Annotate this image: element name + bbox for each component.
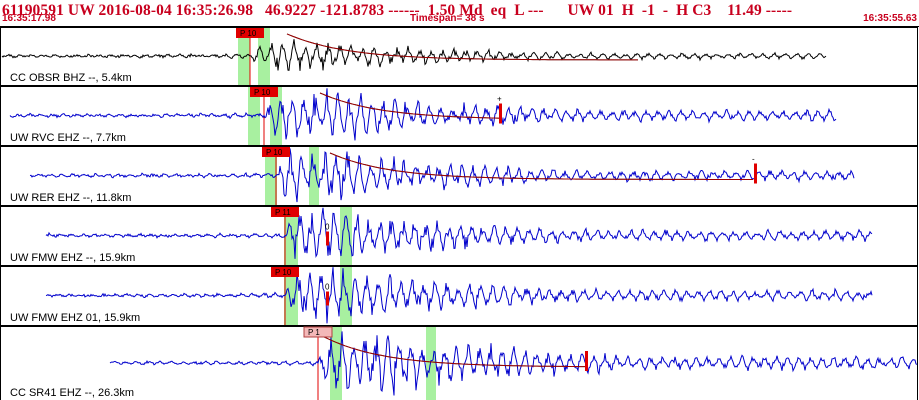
analysis-window bbox=[309, 147, 319, 205]
trace-panel[interactable] bbox=[0, 206, 918, 266]
analysis-window bbox=[270, 87, 282, 145]
pick-flag-label: P 10 bbox=[266, 148, 283, 157]
coda-fit-curve bbox=[317, 333, 585, 368]
pick-flag[interactable] bbox=[271, 207, 299, 217]
analysis-window bbox=[284, 267, 298, 325]
pick-flag[interactable] bbox=[303, 326, 333, 338]
station-label: UW RVC EHZ --, 7.7km bbox=[10, 132, 126, 144]
pick-flag-label: P 10 bbox=[275, 268, 292, 277]
coda-end-marker[interactable] bbox=[585, 351, 588, 371]
coda-sign: + bbox=[497, 95, 502, 104]
pick-flag[interactable] bbox=[236, 28, 264, 38]
coda-fit-curve bbox=[329, 152, 753, 180]
analysis-window bbox=[340, 207, 352, 265]
waveform-trace bbox=[1, 39, 827, 71]
waveform-trace bbox=[45, 267, 873, 324]
coda-end-marker[interactable] bbox=[499, 103, 502, 124]
amplitude-label: 0 bbox=[325, 223, 330, 232]
coda-end-marker[interactable] bbox=[754, 163, 757, 184]
waveform-trace bbox=[45, 207, 873, 259]
event-header: 61190591 UW 2016-08-04 16:35:26.98 46.92… bbox=[0, 0, 919, 27]
start-time: 16:35:17.98 bbox=[2, 13, 56, 24]
pick-flag[interactable] bbox=[262, 147, 290, 157]
station-label: CC OBSR BHZ --, 5.4km bbox=[10, 72, 132, 84]
event-summary: 61190591 UW 2016-08-04 16:35:26.98 46.92… bbox=[2, 2, 793, 19]
station-label: CC SR41 EHZ --, 26.3km bbox=[10, 387, 134, 399]
pick-flag-label: P 1 bbox=[308, 328, 320, 337]
amplitude-marker[interactable] bbox=[326, 291, 329, 306]
waveform-trace bbox=[29, 148, 855, 203]
waveform-trace bbox=[109, 331, 918, 396]
trace-panel[interactable] bbox=[0, 27, 918, 86]
station-label: UW FMW EHZ --, 15.9km bbox=[10, 252, 135, 264]
analysis-window bbox=[248, 87, 260, 145]
coda-fit-curve bbox=[319, 92, 501, 119]
coda-fit-curve bbox=[286, 33, 638, 61]
pick-flag-label: P 11 bbox=[275, 208, 291, 217]
amplitude-marker[interactable] bbox=[326, 231, 329, 246]
trace-panel[interactable] bbox=[0, 266, 918, 326]
amplitude-label: 0 bbox=[325, 283, 330, 292]
pick-flag[interactable] bbox=[250, 87, 278, 97]
pick-flag[interactable] bbox=[271, 267, 299, 277]
coda-sign: - bbox=[752, 155, 755, 164]
pick-flag-label: P 10 bbox=[254, 88, 271, 97]
analysis-window bbox=[258, 28, 270, 85]
analysis-window bbox=[330, 327, 342, 400]
end-time: 16:35:55.63 bbox=[863, 13, 917, 24]
trace-panel[interactable] bbox=[0, 326, 918, 400]
station-label: UW RER EHZ --, 11.8km bbox=[10, 192, 131, 204]
pick-flag-label: P 10 bbox=[240, 29, 257, 38]
station-label: UW FMW EHZ 01, 15.9km bbox=[10, 312, 140, 324]
analysis-window bbox=[426, 327, 436, 400]
trace-panel[interactable] bbox=[0, 86, 918, 146]
timespan-label: Timespan= 38 s bbox=[410, 13, 485, 24]
trace-panel[interactable] bbox=[0, 146, 918, 206]
waveform-trace bbox=[9, 88, 837, 141]
